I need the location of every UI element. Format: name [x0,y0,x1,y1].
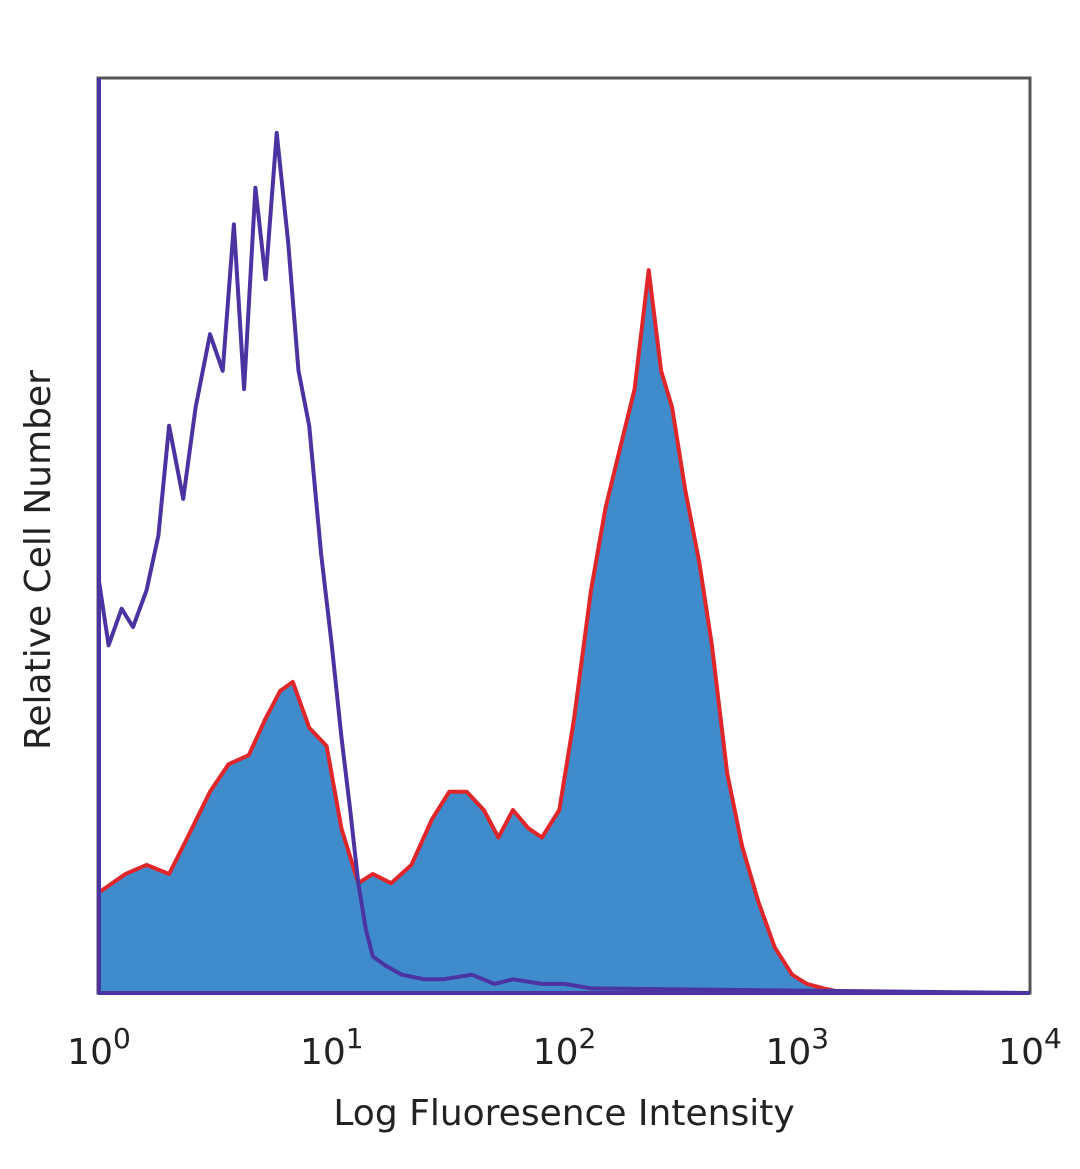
series-1-line [97,130,1031,995]
x-tick-label-0: 100 [67,1022,131,1073]
series-layer [97,130,1031,995]
series-0-line [97,268,1030,995]
x-axis-title: Log Fluoresence Intensity [333,1093,794,1134]
series-0-area [99,270,1030,994]
x-tick-label-3: 103 [765,1022,829,1073]
x-tick-label-1: 101 [300,1022,364,1073]
x-tick-label-2: 102 [533,1022,597,1073]
x-tick-labels: 100 101 102 103 104 [67,1022,1062,1073]
y-axis-title: Relative Cell Number [18,370,59,750]
x-tick-label-4: 104 [998,1022,1062,1073]
